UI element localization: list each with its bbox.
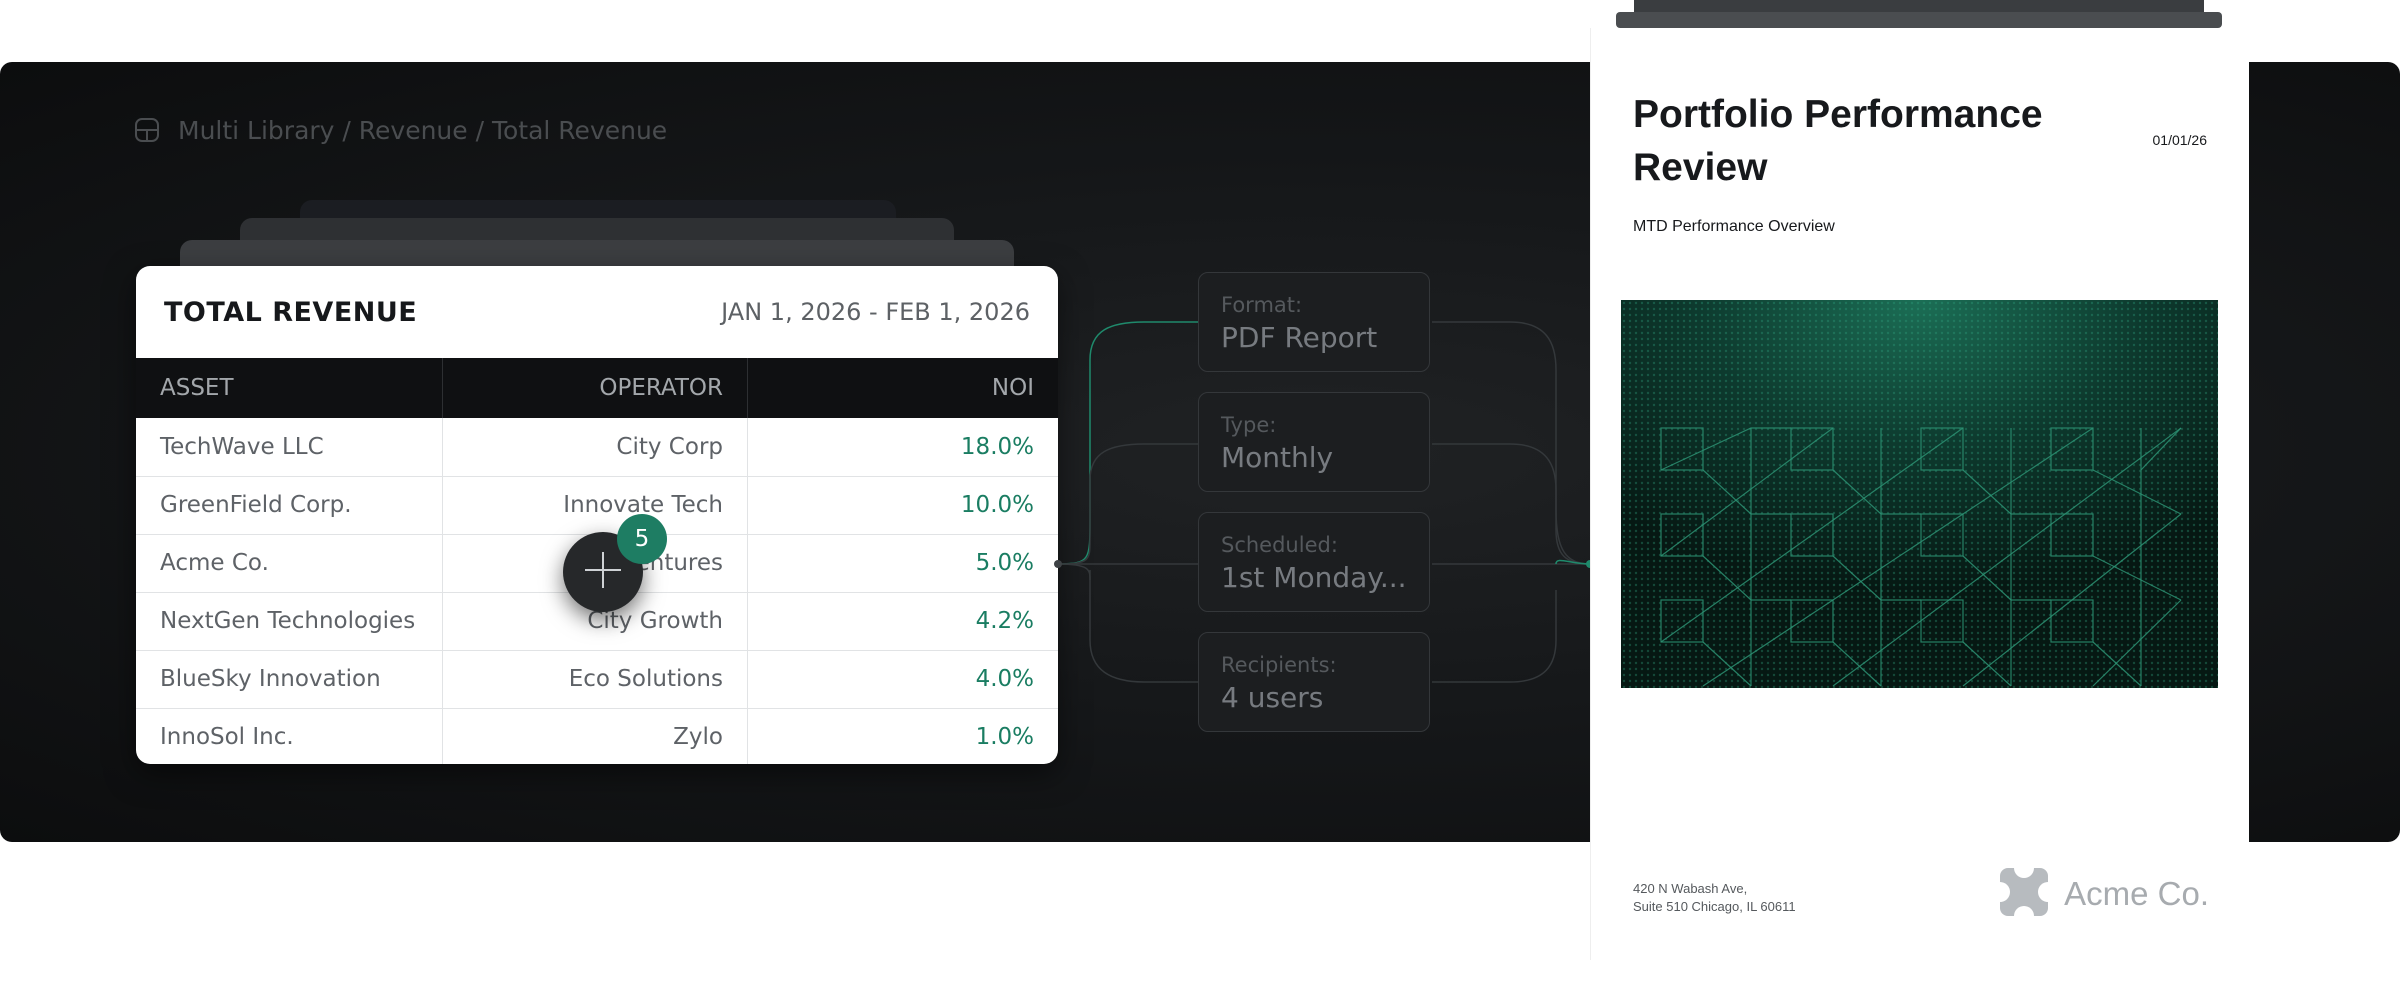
library-icon <box>134 117 160 143</box>
type-setting[interactable]: Type: Monthly <box>1198 392 1430 492</box>
schedule-label: Scheduled: <box>1221 533 1338 557</box>
total-revenue-card[interactable]: TOTAL REVENUE JAN 1, 2026 - FEB 1, 2026 … <box>136 266 1058 764</box>
format-label: Format: <box>1221 293 1303 317</box>
asset-cell: BlueSky Innovation <box>136 650 443 708</box>
schedule-value: 1st Monday... <box>1221 561 1407 594</box>
recipients-label: Recipients: <box>1221 653 1337 677</box>
table-header-row: ASSET OPERATOR NOI <box>136 358 1058 418</box>
operator-cell: Zylo <box>442 708 748 764</box>
column-header-noi[interactable]: NOI <box>991 375 1034 401</box>
table-row[interactable]: BlueSky Innovation Eco Solutions 4.0% <box>136 650 1058 708</box>
asset-cell: TechWave LLC <box>136 418 443 476</box>
table-row[interactable]: GreenField Corp. Innovate Tech 10.0% <box>136 476 1058 534</box>
card-title: TOTAL REVENUE <box>164 296 418 328</box>
column-header-operator[interactable]: OPERATOR <box>442 358 748 418</box>
column-header-asset[interactable]: ASSET <box>136 358 443 418</box>
operator-cell: Eco Solutions <box>442 650 748 708</box>
plus-icon <box>582 549 624 595</box>
noi-cell: 10.0% <box>960 492 1034 518</box>
cover-pattern-image <box>1621 300 2218 688</box>
schedule-setting[interactable]: Scheduled: 1st Monday... <box>1198 512 1430 612</box>
noi-cell: 4.2% <box>975 608 1034 634</box>
format-value: PDF Report <box>1221 321 1378 354</box>
asset-cell: GreenField Corp. <box>136 476 443 534</box>
noi-cell: 1.0% <box>975 724 1034 751</box>
company-address: 420 N Wabash Ave, Suite 510 Chicago, IL … <box>1633 880 1796 916</box>
type-value: Monthly <box>1221 441 1334 474</box>
operator-cell: City Growth <box>442 592 748 650</box>
type-label: Type: <box>1221 413 1277 437</box>
noi-cell: 4.0% <box>975 666 1034 692</box>
address-line-2: Suite 510 Chicago, IL 60611 <box>1633 899 1796 914</box>
operator-cell: City Corp <box>442 418 748 476</box>
company-logo: Acme Co. <box>1990 858 2209 926</box>
flow-connectors-lower <box>1089 570 1557 683</box>
acme-logo-icon <box>1990 858 2059 926</box>
recipients-value: 4 users <box>1221 681 1324 714</box>
operator-cell: Innovate Tech <box>442 476 748 534</box>
asset-cell: Acme Co. <box>136 534 443 592</box>
report-document[interactable]: Portfolio Performance Review 01/01/26 MT… <box>1590 28 2249 960</box>
breadcrumb-path[interactable]: Multi Library / Revenue / Total Revenue <box>178 115 668 145</box>
report-date: 01/01/26 <box>2152 132 2208 148</box>
format-setting[interactable]: Format: PDF Report <box>1198 272 1430 372</box>
table-row[interactable]: InnoSol Inc. Zylo 1.0% <box>136 708 1058 764</box>
breadcrumb[interactable]: Multi Library / Revenue / Total Revenue <box>134 112 667 148</box>
noi-cell: 5.0% <box>975 550 1034 576</box>
date-range: JAN 1, 2026 - FEB 1, 2026 <box>721 298 1030 326</box>
document-stack-middle <box>1616 12 2222 28</box>
table-row[interactable]: NextGen Technologies City Growth 4.2% <box>136 592 1058 650</box>
noi-cell: 18.0% <box>960 433 1034 460</box>
card-header: TOTAL REVENUE JAN 1, 2026 - FEB 1, 2026 <box>136 266 1058 358</box>
report-title: Portfolio Performance Review <box>1633 93 2043 189</box>
count-badge: 5 <box>617 514 667 564</box>
recipients-setting[interactable]: Recipients: 4 users <box>1198 632 1430 732</box>
address-line-1: 420 N Wabash Ave, <box>1633 881 1748 896</box>
asset-cell: InnoSol Inc. <box>136 708 443 764</box>
report-subtitle: MTD Performance Overview <box>1633 218 1835 235</box>
brand-name: Acme Co. <box>2064 875 2209 912</box>
asset-cell: NextGen Technologies <box>136 592 443 650</box>
table-row[interactable]: TechWave LLC City Corp 18.0% <box>136 418 1058 476</box>
